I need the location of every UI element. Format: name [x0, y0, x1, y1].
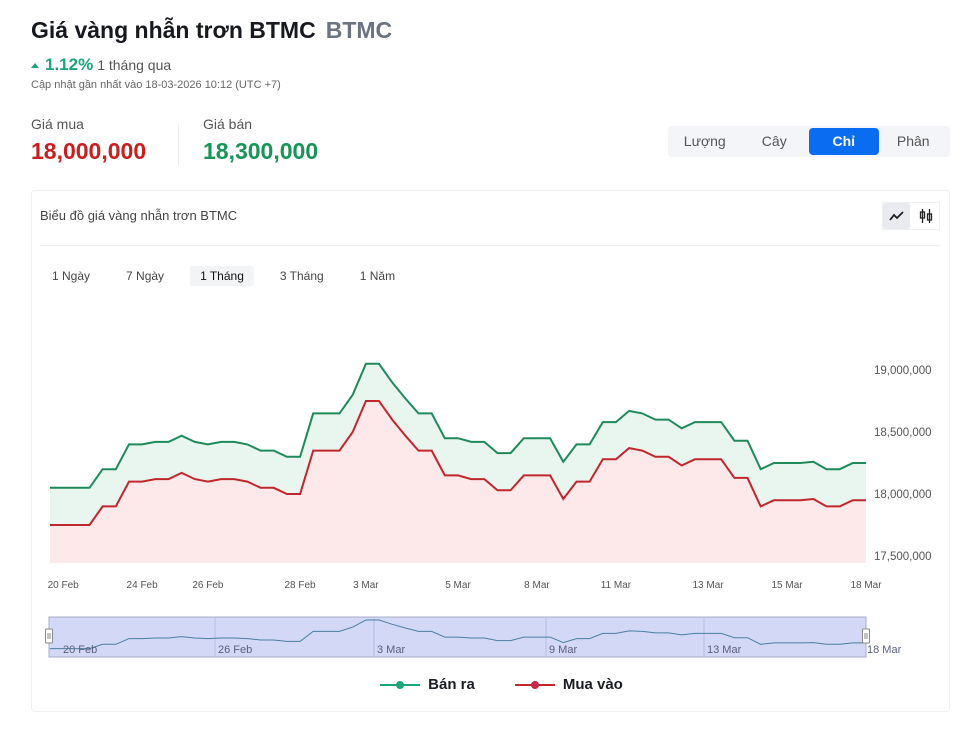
legend-buy-label: Mua vào [562, 676, 623, 693]
x-tick-label: 11 Mar [601, 580, 632, 591]
navigator-series [50, 619, 866, 650]
unit-phan[interactable]: Phân [896, 133, 930, 149]
legend-buy-marker-icon [514, 680, 555, 689]
line-chart-icon[interactable] [883, 203, 910, 229]
buy-line [50, 400, 866, 526]
navigator-handle[interactable] [862, 628, 870, 644]
x-tick-label: 5 Mar [445, 580, 471, 591]
buy-label: Giá mua [31, 116, 84, 132]
chart-title: Biểu đồ giá vàng nhẫn trơn BTMC [40, 208, 238, 223]
change-percent: 1.12% [45, 55, 94, 74]
legend: Bán ra Mua vào [0, 676, 975, 693]
x-tick-label: 26 Feb [192, 580, 224, 591]
divider [178, 124, 179, 166]
sell-price: Giá bán 18,300,000 [203, 116, 318, 165]
navigator-label: 13 Mar [707, 644, 742, 656]
legend-item-buy[interactable]: Mua vào [514, 676, 623, 693]
x-tick-label: 20 Feb [48, 580, 80, 591]
x-tick-label: 18 Mar [850, 580, 882, 591]
navigator-label: 26 Feb [218, 644, 252, 656]
chart-type-toggle [882, 202, 940, 230]
unit-cay[interactable]: Cây [761, 133, 787, 149]
chart-card [31, 190, 950, 712]
navigator-label: 9 Mar [549, 644, 577, 656]
title-text: Giá vàng nhẫn trơn BTMC [31, 17, 316, 43]
change-period: 1 tháng qua [97, 57, 172, 73]
y-tick-label: 19,000,000 [874, 365, 932, 377]
candlestick-icon[interactable] [912, 203, 939, 229]
x-tick-label: 15 Mar [771, 580, 803, 591]
up-arrow-icon [31, 62, 39, 68]
page-title: Giá vàng nhẫn trơn BTMC BTMC [31, 17, 392, 44]
legend-item-sell[interactable]: Bán ra [380, 676, 475, 693]
legend-sell-marker-icon [380, 680, 421, 689]
x-tick-label: 8 Mar [524, 580, 550, 591]
range-7-days[interactable]: 7 Ngày [126, 269, 165, 283]
buy-area [50, 401, 866, 563]
divider [40, 245, 940, 246]
buy-price: Giá mua 18,000,000 [31, 116, 146, 165]
legend-sell-label: Bán ra [428, 676, 475, 693]
sell-line [50, 362, 866, 489]
range-3-months[interactable]: 3 Tháng [279, 269, 324, 283]
unit-chi[interactable]: Chỉ [809, 128, 879, 155]
sell-value: 18,300,000 [203, 138, 319, 164]
navigator-label: 18 Mar [867, 644, 902, 656]
symbol: BTMC [325, 17, 393, 43]
navigator-label: 3 Mar [377, 644, 405, 656]
range-1-month[interactable]: 1 Tháng [190, 266, 254, 286]
x-tick-label: 24 Feb [127, 580, 159, 591]
unit-toggle: Lượng Cây Chỉ Phân [668, 126, 950, 157]
y-tick-label: 17,500,000 [874, 551, 932, 563]
navigator-handle[interactable] [45, 628, 53, 644]
x-tick-label: 28 Feb [284, 580, 316, 591]
navigator-label: 20 Feb [63, 644, 97, 656]
x-tick-label: 3 Mar [353, 580, 379, 591]
sell-label: Giá bán [203, 116, 253, 132]
change-indicator: 1.12% 1 tháng qua [31, 55, 171, 75]
range-tabs: 1 Ngày 7 Ngày 1 Tháng 3 Tháng 1 Năm [42, 266, 421, 286]
range-1-year[interactable]: 1 Năm [359, 269, 396, 283]
x-tick-label: 13 Mar [693, 580, 725, 591]
last-updated: Cập nhật gần nhất vào 18-03-2026 10:12 (… [31, 79, 281, 91]
buy-value: 18,000,000 [31, 138, 147, 164]
unit-luong[interactable]: Lượng [683, 133, 726, 149]
sell-area [50, 363, 866, 525]
y-tick-label: 18,000,000 [874, 489, 932, 501]
y-tick-label: 18,500,000 [874, 427, 932, 439]
range-1-day[interactable]: 1 Ngày [52, 269, 91, 283]
